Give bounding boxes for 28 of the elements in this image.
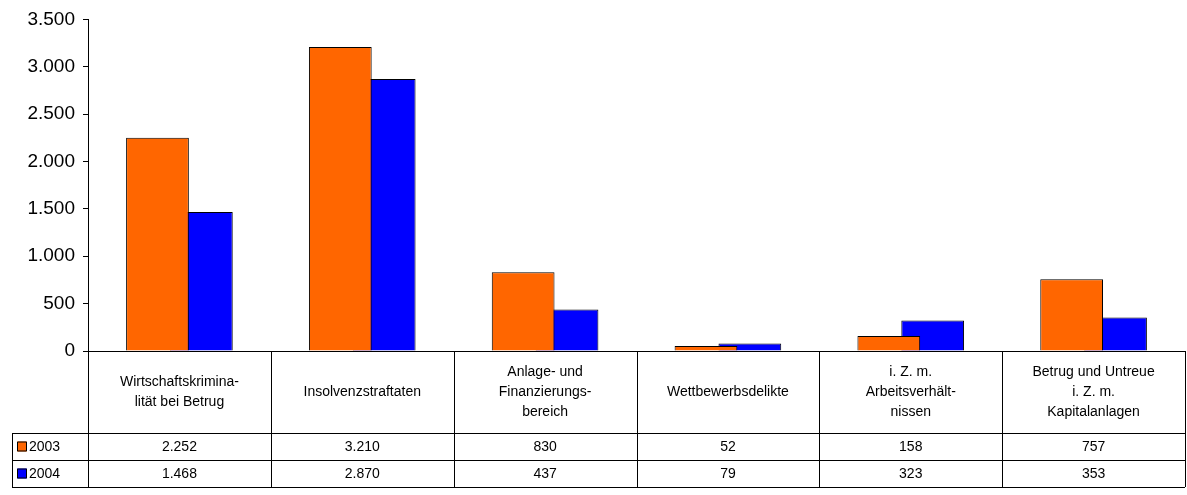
x-tick-label: Wirtschaftskrimina-lität bei Betrug [119, 372, 240, 409]
x-tick-label: Wettbewerbsdelikte [666, 382, 790, 399]
data-label: 323 [899, 465, 923, 482]
data-label: 353 [1081, 465, 1106, 482]
data-label: 79 [720, 465, 736, 482]
data-label: 52 [720, 438, 736, 455]
y-tick-label: 2.000 [27, 149, 75, 171]
y-tick-label: 1.000 [27, 244, 75, 266]
x-tick-label: Anlage- und Finanzierungs-bereich [498, 362, 592, 419]
x-tick-label: Betrug und Untreue i. Z. m. Kapitalanlagen [1032, 362, 1155, 419]
data-label: 757 [1081, 438, 1106, 455]
y-tick-label: 0 [64, 339, 75, 361]
data-label: 2.870 [344, 465, 380, 482]
legend-label: 2003 [29, 438, 61, 455]
y-tick-label: 1.500 [27, 197, 75, 219]
y-tick-label: 3.500 [27, 7, 75, 29]
data-label: 830 [533, 438, 557, 455]
x-tick-label: i. Z. m. Arbeitsverhält-nissen [865, 362, 957, 419]
data-label: 158 [899, 438, 923, 455]
y-tick-label: 3.000 [27, 55, 75, 77]
data-label: 2.252 [161, 438, 198, 455]
data-label: 1.468 [161, 465, 198, 482]
legend-label: 2004 [29, 465, 61, 482]
x-tick-label: Insolvenzstraftaten [303, 382, 422, 399]
data-label: 3.210 [344, 438, 380, 455]
y-tick-label: 2.500 [27, 102, 75, 124]
data-label: 437 [533, 465, 557, 482]
y-tick-label: 500 [43, 291, 75, 313]
